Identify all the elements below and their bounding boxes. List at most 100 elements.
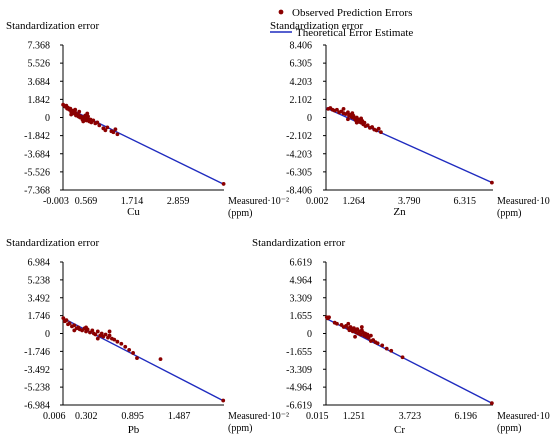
observed-point	[400, 355, 405, 360]
y-tick-label: 1.655	[290, 311, 313, 322]
y-tick-label: -6.619	[286, 401, 312, 412]
observed-point	[350, 111, 355, 116]
observed-point	[389, 348, 394, 353]
x-tick-label: -0.003	[43, 196, 69, 207]
panel-x-ticks: 0.002 1.264 3.790 6.315	[306, 196, 476, 207]
y-tick-label: -8.406	[286, 186, 312, 197]
panel-pb: Standardization error 6.984 5.238 3.492 1.7…	[6, 237, 289, 436]
theoretical-error-line	[325, 107, 494, 184]
observed-point	[115, 132, 120, 137]
observed-point	[97, 123, 102, 128]
y-tick-label: 4.964	[290, 275, 313, 286]
legend-observed-marker	[278, 9, 284, 15]
observed-point	[127, 347, 132, 352]
observed-point	[379, 130, 383, 135]
x-tick-label: 6.315	[454, 196, 477, 207]
panel-axes	[325, 262, 493, 406]
panel-xlabel: Measured·10⁻²	[497, 411, 550, 422]
observed-point	[91, 118, 96, 123]
x-tick-label: 0.569	[75, 196, 98, 207]
observed-point	[84, 325, 88, 330]
observed-point	[370, 125, 375, 129]
panel-axes	[62, 262, 224, 406]
y-tick-label: 0	[307, 113, 312, 124]
observed-point	[221, 182, 226, 186]
panel-element-label: Cr	[394, 424, 405, 436]
observed-point	[346, 321, 351, 326]
y-tick-label: 3.492	[28, 293, 51, 304]
observed-point	[119, 341, 124, 346]
y-tick-label: -1.746	[24, 347, 50, 358]
observed-point	[61, 316, 66, 321]
x-tick-label: 1.714	[121, 196, 144, 207]
observed-point	[327, 315, 331, 320]
x-tick-label: 0.302	[75, 411, 98, 422]
observed-point	[95, 329, 100, 334]
y-tick-label: 0	[45, 329, 50, 340]
observed-point	[64, 318, 69, 323]
panel-xlabel: Measured·10⁻²	[497, 196, 550, 207]
observed-point	[111, 130, 116, 135]
panel-xunit: (ppm)	[497, 208, 521, 219]
x-tick-label: 3.790	[398, 196, 421, 207]
observed-point	[353, 334, 357, 339]
observed-point	[158, 357, 163, 361]
y-tick-label: -1.842	[24, 131, 50, 142]
y-tick-label: 4.203	[290, 77, 313, 88]
x-tick-label: 3.723	[399, 411, 422, 422]
legend-theoretical-label: Theoretical Error Estimate	[296, 27, 413, 39]
observed-point	[346, 110, 350, 115]
observed-point	[489, 401, 494, 406]
y-tick-label: -1.655	[286, 347, 312, 358]
observed-point	[135, 356, 139, 360]
observed-point	[354, 120, 359, 125]
observed-point	[90, 328, 95, 333]
legend: Observed Prediction Errors Theoretical E…	[270, 7, 413, 39]
observed-point	[365, 332, 370, 337]
observed-point	[95, 120, 100, 125]
x-tick-label: 1.487	[168, 411, 191, 422]
panel-xlabel: Measured·10⁻²	[228, 411, 289, 422]
observed-point	[107, 329, 112, 334]
observed-point	[113, 127, 118, 132]
observed-point	[85, 111, 90, 116]
observed-point	[95, 336, 100, 341]
y-tick-label: 5.238	[28, 275, 51, 286]
panel-xunit: (ppm)	[228, 423, 252, 434]
y-tick-label: 6.619	[290, 258, 313, 269]
observed-point	[73, 107, 78, 112]
observed-point	[99, 331, 104, 336]
y-tick-label: 7.368	[28, 41, 51, 52]
panel-x-ticks: -0.003 0.569 1.714 2.859	[43, 196, 189, 207]
observed-point	[72, 323, 77, 328]
panel-xlabel: Measured·10⁻²	[228, 196, 289, 207]
y-tick-label: 8.406	[290, 41, 313, 52]
observed-point	[67, 321, 72, 326]
observed-point	[86, 114, 90, 119]
observed-point	[359, 116, 364, 121]
y-tick-label: 3.684	[28, 77, 51, 88]
observed-point	[335, 107, 339, 112]
y-tick-label: 0	[307, 329, 312, 340]
y-tick-label: -3.492	[24, 365, 50, 376]
panel-y-ticks: 8.406 6.305 4.203 2.102 0 -2.102 -4.203 -6.305 -…	[286, 41, 326, 197]
observed-point	[221, 398, 226, 403]
observed-point	[123, 344, 128, 349]
observed-point	[365, 123, 370, 128]
y-tick-label: 6.984	[28, 258, 51, 269]
observed-point	[376, 126, 381, 131]
observed-point	[68, 106, 73, 111]
legend-observed-label: Observed Prediction Errors	[292, 7, 412, 19]
y-tick-label: 0	[45, 113, 50, 124]
y-tick-label: -2.102	[286, 131, 312, 142]
observed-point	[105, 125, 110, 130]
panel-x-ticks: 0.006 0.302 0.895 1.487	[43, 411, 190, 422]
y-tick-label: -4.203	[286, 149, 312, 160]
y-tick-label: -7.368	[24, 186, 50, 197]
x-tick-label: 2.859	[167, 196, 190, 207]
y-tick-label: -5.526	[24, 167, 50, 178]
panel-xunit: (ppm)	[497, 423, 521, 434]
panel-zn: Standardization error 8.406 6.305 4.203 2.1…	[270, 20, 550, 219]
y-tick-label: -3.309	[286, 365, 312, 376]
y-tick-label: -6.305	[286, 167, 312, 178]
